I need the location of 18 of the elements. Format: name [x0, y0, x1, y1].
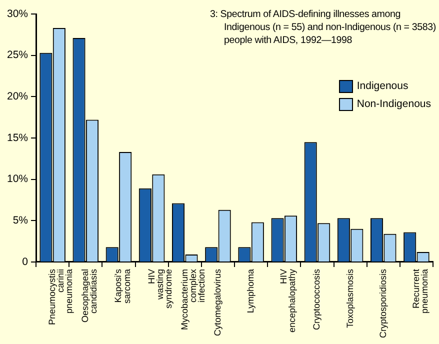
- text: 3: Spectrum of AIDS-defining illnesses among Indigenous (n = 55) and non-Indigenous (n = 3583) people with AIDS, 1992—1998: [210, 8, 436, 47]
- x-tick-label: Pneumocystis carinii pneumonia: [47, 268, 74, 326]
- y-tick-label: 30%: [7, 8, 28, 20]
- y-tick-label: 10%: [7, 173, 28, 186]
- x-tick-label: Lymphoma: [246, 268, 256, 314]
- y-tick-label: 25%: [7, 49, 28, 62]
- legend-label: Non-Indigenous: [356, 98, 431, 110]
- x-tick-label: Recurrent pneumonia: [410, 268, 430, 314]
- y-tick-label: 0: [22, 256, 28, 268]
- x-tick-label: Cryptococcosis: [312, 268, 322, 330]
- x-tick-label: Toxoplasmosis: [344, 268, 355, 328]
- y-tick-label: 5%: [12, 214, 28, 227]
- x-tick-label: HIV encephalopathy: [278, 268, 298, 333]
- x-tick-label: Cytomegalovirus: [212, 268, 222, 336]
- y-tick-label: 15%: [7, 132, 28, 144]
- legend-label: Indigenous: [356, 80, 408, 92]
- x-tick-label: Cryptosporidiosis: [378, 268, 388, 338]
- y-tick-label: 20%: [7, 90, 28, 103]
